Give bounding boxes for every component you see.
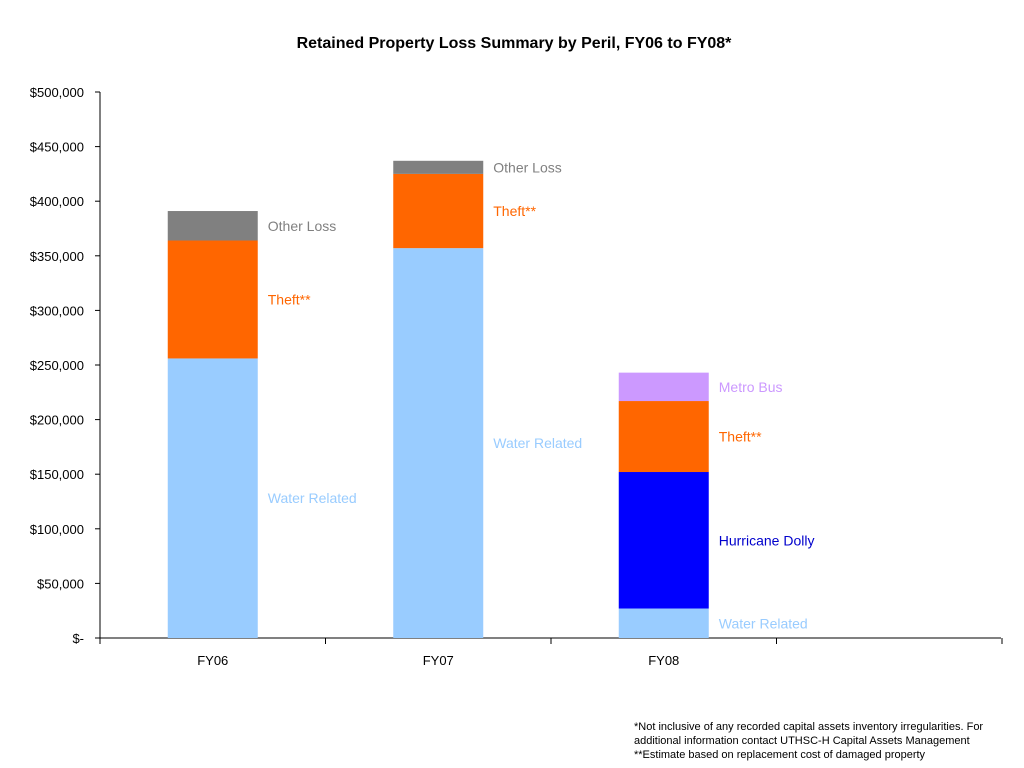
y-tick-label: $200,000	[30, 413, 84, 428]
footnote-line-3: **Estimate based on replacement cost of …	[634, 749, 926, 761]
y-tick-label: $50,000	[37, 576, 84, 591]
bar-segment-fy08-theft	[618, 401, 709, 473]
segment-label-fy07-water-related: Water Related	[493, 435, 582, 451]
y-tick-label: $-	[72, 631, 84, 646]
bar-segment-fy06-water-related	[167, 358, 258, 638]
chart-bars	[167, 160, 709, 638]
bar-segment-fy07-theft	[393, 173, 484, 249]
y-tick-label: $450,000	[30, 140, 84, 155]
bar-segment-fy08-metro-bus	[618, 372, 709, 402]
chart-axes: $- $50,000 $100,000 $150,000 $200,000 $250,00…	[30, 85, 1003, 668]
x-tick-label: FY07	[423, 653, 454, 668]
bar-segment-fy08-water-related	[618, 608, 709, 638]
x-tick-label: FY08	[648, 653, 679, 668]
segment-label-fy06-theft: Theft**	[268, 291, 311, 307]
footnote-line-2: additional information contact UTHSC-H C…	[634, 735, 970, 747]
segment-label-fy08-hurricane-dolly: Hurricane Dolly	[719, 532, 815, 548]
bar-segment-fy06-theft	[167, 240, 258, 359]
bar-segment-fy07-other-loss	[393, 160, 484, 174]
bar-segment-fy06-other-loss	[167, 211, 258, 241]
footnote-line-1: *Not inclusive of any recorded capital a…	[634, 721, 984, 733]
y-tick-label: $250,000	[30, 358, 84, 373]
y-tick-label: $300,000	[30, 303, 84, 318]
chart-title: Retained Property Loss Summary by Peril,…	[297, 35, 733, 52]
y-tick-label: $400,000	[30, 194, 84, 209]
segment-label-fy06-water-related: Water Related	[268, 490, 357, 506]
y-tick-label: $100,000	[30, 522, 84, 537]
y-tick-label: $500,000	[30, 85, 84, 100]
segment-label-fy08-metro-bus: Metro Bus	[719, 379, 783, 395]
bar-segment-fy08-hurricane-dolly	[618, 472, 709, 609]
chart-segment-labels: Water Related Theft** Other Loss Water Rela…	[268, 159, 815, 631]
footnote-block: *Not inclusive of any recorded capital a…	[634, 720, 1014, 762]
segment-label-fy07-theft: Theft**	[493, 203, 536, 219]
segment-label-fy08-theft: Theft**	[719, 429, 762, 445]
segment-label-fy08-water-related: Water Related	[719, 615, 808, 631]
x-tick-label: FY06	[197, 653, 228, 668]
bar-segment-fy07-water-related	[393, 248, 484, 638]
segment-label-fy06-other-loss: Other Loss	[268, 218, 336, 234]
segment-label-fy07-other-loss: Other Loss	[493, 159, 561, 175]
y-tick-label: $150,000	[30, 467, 84, 482]
y-tick-label: $350,000	[30, 249, 84, 264]
